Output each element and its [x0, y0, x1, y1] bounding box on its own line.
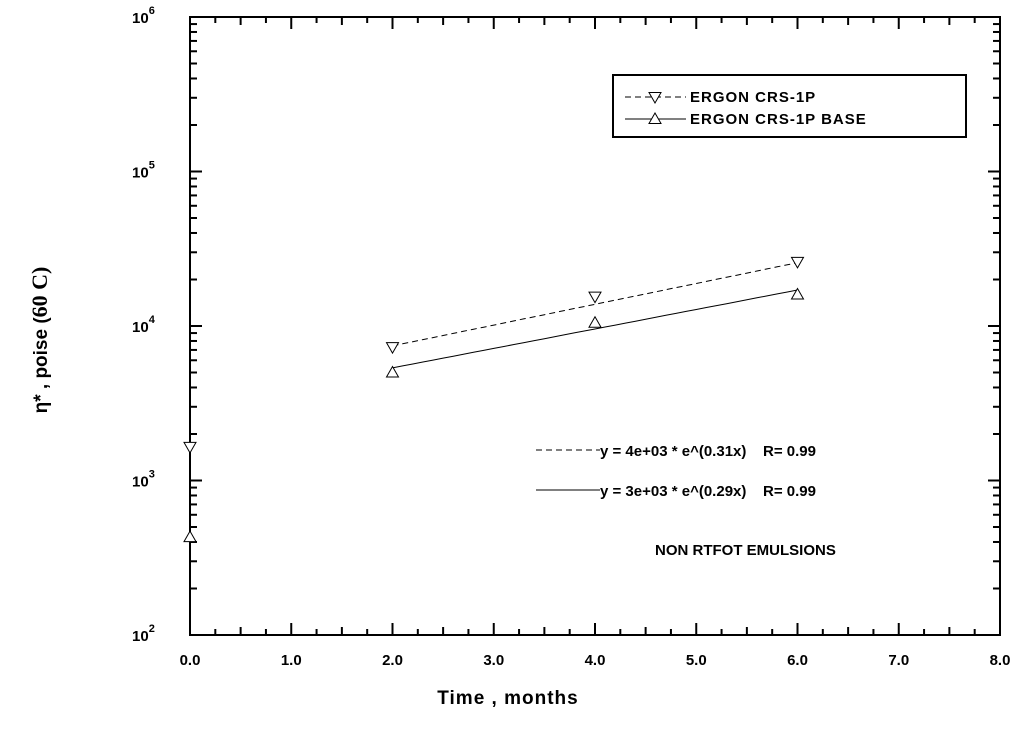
- data-point-series-2: [790, 287, 805, 300]
- y-tick-label-exponent: 4: [149, 314, 156, 326]
- data-point-series-2: [385, 365, 400, 378]
- y-axis-title-prefix: η* , poise (: [31, 317, 52, 414]
- y-axis-title: η* , poise (60 C): [27, 267, 52, 414]
- x-axis-title: Time , months: [437, 688, 578, 709]
- x-axis-ticks: [189, 17, 1001, 635]
- legend-marker-ergon-crs-1p: [648, 92, 662, 105]
- fit-equations: y = 4e+03 * e^(0.31x) R= 0.99 y = 3e+03 …: [536, 443, 836, 559]
- legend-label-ergon-crs-1p: ERGON CRS-1P: [690, 89, 816, 106]
- y-tick-label: 102: [132, 623, 155, 645]
- legend-box: [612, 74, 967, 138]
- y-tick-label-base: 10: [132, 474, 149, 491]
- fit-equation-1: y = 4e+03 * e^(0.31x) R= 0.99: [600, 443, 816, 460]
- legend-label-ergon-crs-1p-base: ERGON CRS-1P BASE: [690, 111, 867, 128]
- y-tick-label-base: 10: [132, 628, 149, 645]
- y-tick-label-exponent: 3: [149, 469, 155, 481]
- y-tick-label-exponent: 5: [149, 160, 155, 172]
- x-tick-label: 0.0: [180, 652, 201, 669]
- x-tick-label: 7.0: [888, 652, 909, 669]
- x-tick-label: 4.0: [585, 652, 606, 669]
- x-tick-label: 2.0: [382, 652, 403, 669]
- data-markers: [183, 256, 805, 543]
- legend-marker-symbol: [648, 111, 662, 124]
- y-axis-ticks: [190, 16, 1000, 636]
- y-tick-label-base: 10: [132, 10, 149, 27]
- x-tick-label: 8.0: [990, 652, 1011, 669]
- y-tick-label: 105: [132, 160, 155, 182]
- y-tick-label: 104: [132, 314, 156, 336]
- y-tick-label-exponent: 2: [149, 623, 155, 635]
- y-tick-label-exponent: 6: [149, 5, 155, 17]
- data-point-series-1: [790, 256, 805, 269]
- data-point-series-2: [183, 530, 197, 543]
- emulsion-note: NON RTFOT EMULSIONS: [655, 542, 836, 559]
- data-point-series-2: [588, 315, 602, 328]
- fit-lines: [392, 262, 798, 369]
- x-axis-tick-labels: 0.0 1.0 2.0 3.0 4.0 5.0 6.0 7.0 8.0: [180, 652, 1011, 669]
- x-tick-label: 3.0: [483, 652, 504, 669]
- y-tick-label-base: 10: [132, 319, 149, 336]
- y-axis-title-suffix: 60 C): [27, 267, 52, 318]
- legend: ERGON CRS-1P ERGON CRS-1P BASE: [612, 74, 967, 138]
- data-point-series-1: [385, 342, 400, 355]
- fit-equation-2: y = 3e+03 * e^(0.29x) R= 0.99: [600, 483, 816, 500]
- y-tick-label: 106: [132, 5, 155, 27]
- x-tick-label: 1.0: [281, 652, 302, 669]
- fit-line-series-1: [392, 262, 798, 347]
- x-tick-label: 5.0: [686, 652, 707, 669]
- legend-marker-symbol: [648, 92, 662, 105]
- x-tick-label: 6.0: [787, 652, 808, 669]
- fit-line-series-2: [392, 289, 798, 369]
- y-tick-label: 103: [132, 469, 155, 491]
- data-point-series-1: [183, 441, 197, 454]
- y-tick-label-base: 10: [132, 165, 149, 182]
- data-point-series-1: [588, 291, 602, 304]
- legend-marker-ergon-crs-1p-base: [648, 111, 662, 124]
